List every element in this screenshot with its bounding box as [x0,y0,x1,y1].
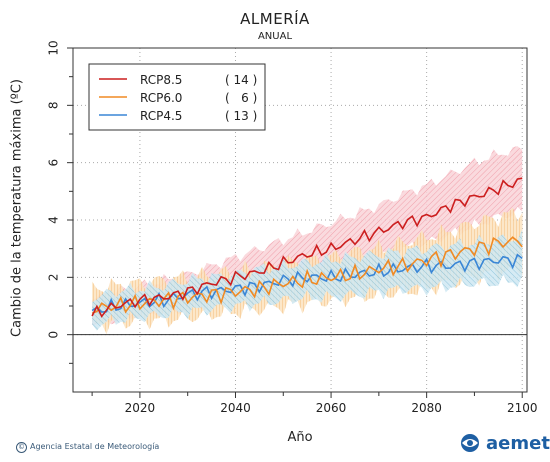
copyright-icon: © [16,442,27,453]
y-tick-label: 4 [47,216,61,224]
legend-count: ( 6 ) [225,91,257,105]
y-tick-label: 0 [47,331,61,339]
legend: RCP8.5 ( 14 ) RCP6.0 ( 6 ) RCP4.5 ( 13 ) [88,63,266,131]
agency-credit: © Agencia Estatal de Meteorología [16,442,159,453]
aemet-logo: aemet [458,431,550,457]
x-tick-label: 2040 [220,401,251,415]
x-tick-label: 2100 [507,401,538,415]
agency-name: Agencia Estatal de Meteorología [30,442,160,451]
axis-ticks: 2020 2040 2060 2080 2100 0 2 4 6 8 10 [47,40,538,415]
chart-title: ALMERÍA [240,10,310,28]
x-tick-label: 2020 [125,401,156,415]
y-tick-label: 8 [47,102,61,110]
chart-subtitle: ANUAL [257,31,293,42]
x-tick-label: 2080 [411,401,442,415]
band-rcp45 [92,229,523,331]
legend-label: RCP8.5 [140,73,182,87]
logo-mark-icon [461,434,479,452]
y-tick-label: 2 [47,274,61,282]
uncertainty-bands [92,146,523,335]
legend-label: RCP6.0 [140,91,182,105]
series-line-rcp45 [91,253,523,313]
logo-text: aemet [486,433,550,454]
series-lines [91,177,523,318]
x-tick-label: 2060 [316,401,347,415]
x-axis-label: Año [287,430,313,445]
y-tick-label: 6 [47,159,61,167]
y-tick-label: 10 [47,40,61,55]
legend-count: ( 14 ) [225,73,257,87]
legend-count: ( 13 ) [225,109,257,123]
legend-label: RCP4.5 [140,109,182,123]
series-line-rcp85 [91,177,523,318]
